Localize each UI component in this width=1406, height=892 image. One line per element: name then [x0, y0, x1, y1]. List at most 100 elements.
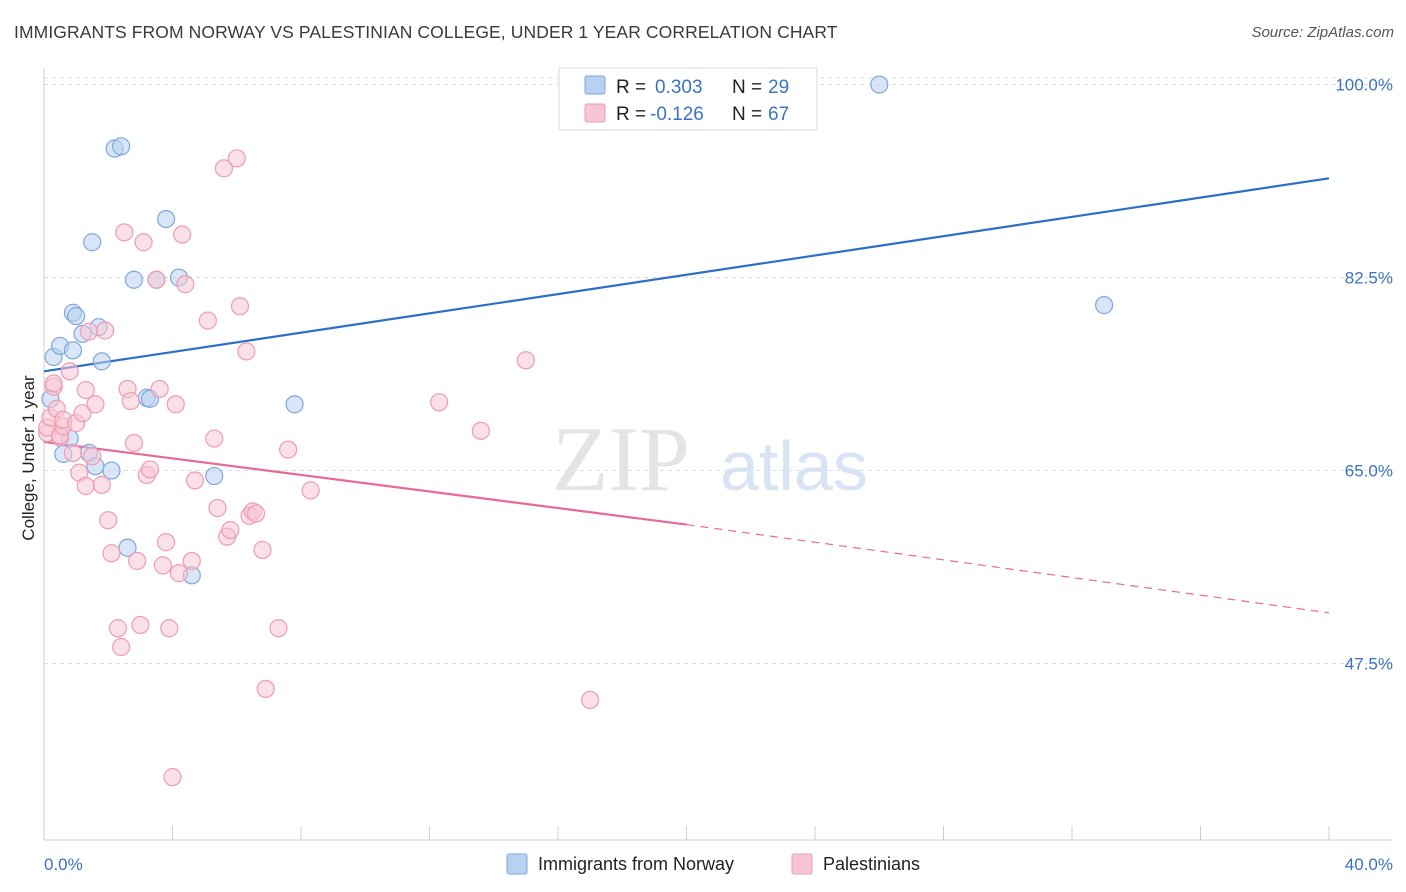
legend-r-label-norway: R =: [616, 77, 646, 98]
watermark-atlas: atlas: [720, 427, 868, 505]
palestinians-point-23: [102, 544, 121, 563]
norway-point-13: [92, 352, 111, 371]
series-swatch-norway: [506, 853, 528, 875]
palestinians-point-22: [99, 511, 118, 530]
palestinians-point-62: [279, 440, 298, 459]
palestinians-point-36: [150, 379, 169, 399]
norway-point-5: [63, 341, 83, 360]
palestinians-point-19: [86, 395, 105, 414]
palestinians-point-4: [44, 374, 63, 393]
legend-r-label-palestinians: R =: [616, 104, 646, 125]
palestinians-point-38: [156, 533, 176, 552]
series-swatch-palestinians: [791, 853, 813, 875]
norway-point-26: [285, 395, 304, 414]
legend-swatch-norway: [584, 75, 606, 95]
palestinians-point-43: [173, 225, 192, 244]
palestinians-point-49: [208, 498, 227, 518]
watermark: ZIP atlas: [552, 408, 868, 510]
palestinians-point-54: [230, 297, 250, 316]
legend-r-palestinians: -0.126: [650, 104, 704, 125]
norway-point-25: [205, 466, 224, 486]
palestinians-point-55: [237, 342, 256, 361]
palestinians-point-60: [256, 679, 275, 699]
palestinians-point-26: [115, 223, 134, 242]
chart-source: Source: ZipAtlas.com: [1251, 24, 1394, 41]
norway-point-7: [67, 307, 86, 326]
watermark-zip: ZIP: [552, 408, 690, 510]
palestinians-point-11: [63, 443, 83, 462]
axes: [43, 68, 1392, 841]
palestinians-point-52: [221, 520, 240, 540]
legend-n-label-palestinians: N =: [732, 104, 762, 125]
palestinians-point-37: [153, 556, 172, 575]
palestinians-trend-line-extension: [686, 523, 1330, 614]
palestinians-point-63: [301, 481, 320, 500]
palestinians-point-15: [76, 380, 95, 400]
series-label-norway: Immigrants from Norway: [538, 854, 734, 874]
norway-point-22: [156, 209, 176, 229]
tick-labels: 100.0% 82.5% 65.0% 47.5% 0.0% 40.0%: [44, 76, 1393, 874]
palestinians-point-42: [169, 564, 189, 583]
x-tick-label-1: 40.0%: [1345, 855, 1393, 874]
y-tick-label-3: 47.5%: [1345, 655, 1393, 674]
palestinians-point-20: [92, 475, 111, 494]
palestinians-point-39: [160, 619, 179, 638]
palestinians-point-29: [124, 433, 144, 453]
palestinians-point-67: [581, 690, 600, 710]
legend-n-label-norway: N =: [732, 77, 762, 98]
trend-lines: [43, 177, 1330, 614]
palestinians-point-44: [176, 275, 195, 294]
y-tick-label-1: 82.5%: [1345, 269, 1393, 288]
gridlines: [44, 77, 1392, 665]
palestinians-point-41: [166, 395, 185, 414]
x-tick-label-0: 0.0%: [44, 855, 83, 874]
palestinians-point-30: [128, 551, 147, 571]
palestinians-point-65: [471, 421, 490, 440]
norway-point-17: [118, 538, 137, 557]
palestinians-point-46: [185, 471, 205, 490]
series-legend: Immigrants from Norway Palestinians: [506, 853, 920, 875]
palestinians-point-66: [516, 351, 535, 370]
palestinians-point-53: [227, 149, 246, 168]
palestinians-point-61: [269, 619, 288, 638]
palestinians-point-18: [83, 447, 102, 466]
norway-point-27: [870, 75, 889, 94]
palestinians-point-28: [121, 391, 140, 411]
palestinians-point-35: [147, 270, 166, 289]
norway-point-10: [83, 233, 102, 252]
palestinians-point-59: [253, 540, 272, 560]
palestinians-point-31: [131, 615, 150, 635]
palestinians-point-48: [205, 429, 224, 448]
legend-n-norway: 29: [768, 77, 789, 98]
norway-point-28: [1095, 296, 1114, 315]
y-tick-label-2: 65.0%: [1345, 462, 1393, 481]
norway-trend-line: [43, 177, 1330, 373]
chart-title: IMMIGRANTS FROM NORWAY VS PALESTINIAN CO…: [14, 22, 838, 42]
palestinians-point-24: [108, 619, 127, 638]
palestinians-point-32: [134, 233, 153, 252]
palestinians-point-21: [95, 321, 115, 340]
legend-swatch-palestinians: [584, 103, 606, 123]
palestinians-point-10: [60, 362, 79, 381]
palestinians-point-25: [111, 637, 131, 657]
norway-point-14: [102, 461, 121, 480]
palestinians-trend-line: [43, 440, 687, 526]
y-axis-label: College, Under 1 year: [19, 375, 38, 541]
norway-point-16: [111, 137, 131, 156]
palestinians-point-64: [430, 393, 449, 412]
series-label-palestinians: Palestinians: [823, 854, 920, 874]
palestinians-point-40: [163, 768, 182, 787]
palestinians-point-50: [214, 159, 233, 178]
data-points: [38, 75, 1114, 787]
y-tick-label-0: 100.0%: [1335, 76, 1393, 95]
palestinians-point-58: [246, 504, 266, 523]
palestinians-point-17: [79, 322, 99, 341]
palestinians-point-14: [73, 404, 92, 423]
stats-legend: R = 0.303 N = 29 R = -0.126 N = 67: [558, 67, 818, 131]
palestinians-point-45: [182, 551, 201, 571]
legend-r-norway: 0.303: [655, 77, 703, 98]
palestinians-point-34: [140, 460, 160, 479]
norway-point-18: [124, 270, 144, 289]
palestinians-point-47: [198, 311, 217, 330]
